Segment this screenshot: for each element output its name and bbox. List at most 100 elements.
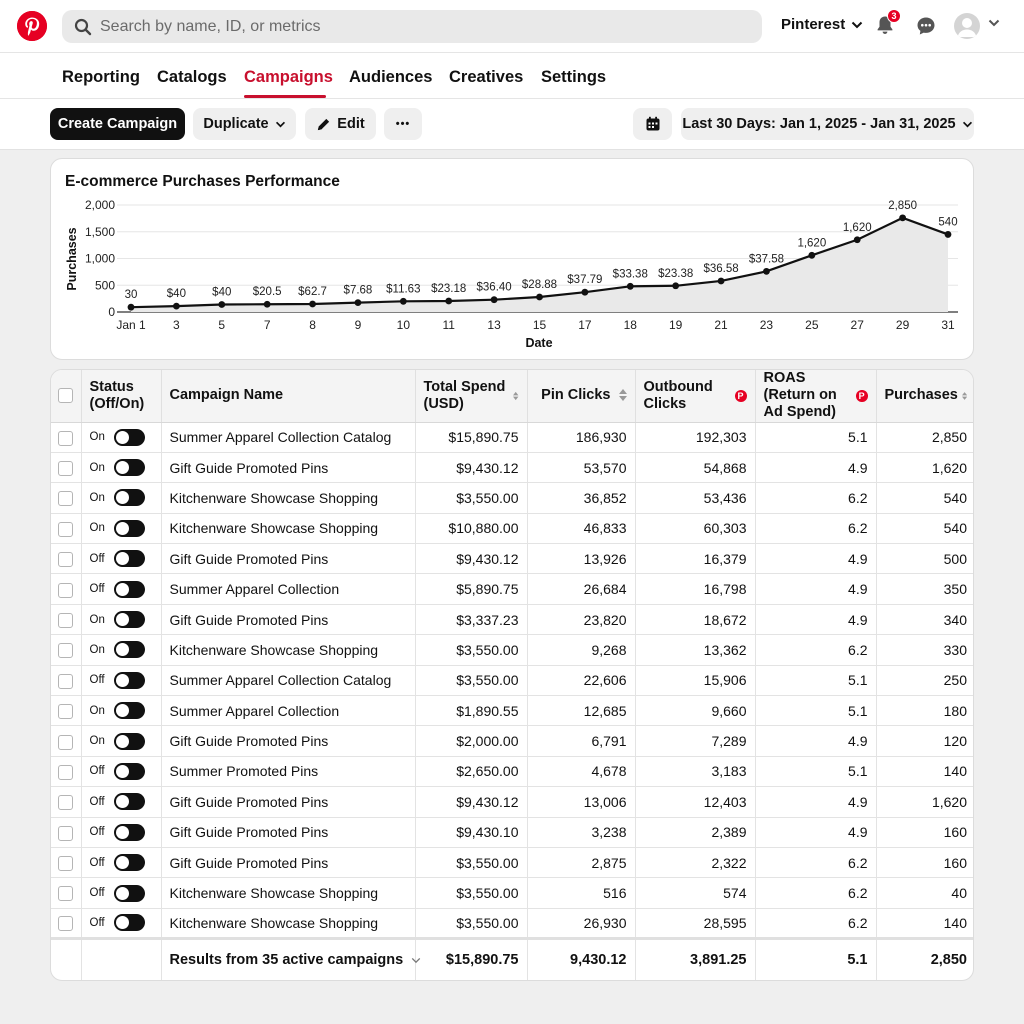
campaign-name[interactable]: Gift Guide Promoted Pins	[161, 725, 416, 757]
campaign-name[interactable]: Kitchenware Showcase Shopping	[161, 634, 416, 666]
table-row[interactable]: On Kitchenware Showcase Shopping $10,880.0…	[51, 513, 973, 545]
campaign-name[interactable]: Kitchenware Showcase Shopping	[161, 513, 416, 545]
table-row[interactable]: Off Kitchenware Showcase Shopping $3,550.0…	[51, 877, 973, 909]
status-toggle[interactable]	[113, 823, 145, 841]
select-all-checkbox[interactable]	[58, 387, 73, 403]
total-spend: $2,650.00	[415, 756, 528, 788]
status-toggle[interactable]	[113, 489, 145, 507]
table-row[interactable]: Off Gift Guide Promoted Pins $3,550.00 2,87…	[51, 847, 973, 879]
status-toggle[interactable]	[113, 884, 145, 902]
row-checkbox[interactable]	[58, 916, 73, 932]
calendar-button[interactable]	[633, 108, 672, 140]
sort-icon[interactable]	[513, 390, 519, 402]
column-header-spend[interactable]: Total Spend (USD)	[415, 370, 528, 423]
status-toggle[interactable]	[113, 914, 145, 932]
chevron-down-icon[interactable]	[988, 19, 1000, 27]
column-header-name[interactable]: Campaign Name	[161, 370, 416, 423]
table-row[interactable]: On Gift Guide Promoted Pins $9,430.12 53,57…	[51, 452, 973, 484]
row-checkbox[interactable]	[58, 643, 73, 659]
row-checkbox[interactable]	[58, 612, 73, 628]
campaign-name[interactable]: Gift Guide Promoted Pins	[161, 604, 416, 636]
footer-label-cell[interactable]: Results from 35 active campaigns	[161, 937, 421, 980]
campaign-name[interactable]: Kitchenware Showcase Shopping	[161, 877, 416, 909]
status-toggle[interactable]	[113, 550, 145, 568]
campaign-name[interactable]: Summer Promoted Pins	[161, 756, 416, 788]
status-toggle[interactable]	[113, 519, 145, 537]
column-header-pin-clicks[interactable]: Pin Clicks	[527, 370, 636, 423]
campaign-name[interactable]: Gift Guide Promoted Pins	[161, 847, 416, 879]
table-row[interactable]: Off Gift Guide Promoted Pins $9,430.10 3,23…	[51, 817, 973, 848]
campaign-name[interactable]: Summer Apparel Collection Catalog	[161, 665, 416, 697]
tab-campaigns[interactable]: Campaigns	[244, 68, 333, 86]
campaign-name[interactable]: Summer Apparel Collection	[161, 573, 416, 605]
campaign-name[interactable]: Gift Guide Promoted Pins	[161, 452, 416, 484]
table-row[interactable]: Off Gift Guide Promoted Pins $9,430.12 13,0…	[51, 786, 973, 818]
row-checkbox[interactable]	[58, 460, 73, 476]
status-toggle[interactable]	[113, 854, 145, 872]
status-toggle[interactable]	[113, 459, 145, 477]
status-toggle[interactable]	[113, 641, 145, 659]
status-toggle[interactable]	[113, 702, 145, 720]
search-input[interactable]	[100, 17, 740, 36]
row-checkbox[interactable]	[58, 430, 73, 446]
table-row[interactable]: Off Summer Apparel Collection Catalog $3,5…	[51, 665, 973, 697]
table-row[interactable]: Off Gift Guide Promoted Pins $9,430.12 13,9…	[51, 543, 973, 575]
row-checkbox[interactable]	[58, 764, 73, 780]
table-row[interactable]: On Kitchenware Showcase Shopping $3,550.00…	[51, 634, 973, 666]
status-toggle[interactable]	[113, 732, 145, 750]
column-header-roas[interactable]: ROAS (Return on Ad Spend) P	[755, 370, 877, 423]
sort-icon[interactable]	[961, 390, 967, 402]
row-checkbox[interactable]	[58, 795, 73, 811]
status-toggle[interactable]	[113, 580, 145, 598]
column-header-outbound[interactable]: Outbound Clicks P	[635, 370, 756, 423]
create-campaign-button[interactable]: Create Campaign	[50, 108, 185, 140]
campaign-name[interactable]: Gift Guide Promoted Pins	[161, 543, 416, 575]
chat-icon[interactable]	[915, 15, 937, 37]
table-row[interactable]: On Gift Guide Promoted Pins $3,337.23 23,82…	[51, 604, 973, 636]
row-checkbox[interactable]	[58, 552, 73, 568]
tab-settings[interactable]: Settings	[541, 68, 607, 86]
column-header-status[interactable]: Status (Off/On)	[81, 370, 162, 423]
status-toggle[interactable]	[113, 671, 145, 689]
campaign-name[interactable]: Kitchenware Showcase Shopping	[161, 482, 416, 514]
table-row[interactable]: On Kitchenware Showcase Shopping $3,550.00…	[51, 482, 973, 514]
tab-reporting[interactable]: Reporting	[62, 68, 140, 86]
table-row[interactable]: Off Summer Promoted Pins $2,650.00 4,678 3,1…	[51, 756, 973, 788]
column-header-purchases[interactable]: Purchases	[876, 370, 973, 423]
sort-icon[interactable]	[618, 389, 627, 402]
campaign-name[interactable]: Summer Apparel Collection	[161, 695, 416, 727]
avatar[interactable]	[954, 13, 980, 39]
search-bar[interactable]	[62, 10, 762, 43]
row-checkbox[interactable]	[58, 673, 73, 689]
tab-audiences[interactable]: Audiences	[349, 68, 433, 86]
row-checkbox[interactable]	[58, 521, 73, 537]
more-options-button[interactable]: •••	[384, 108, 422, 140]
tab-creatives[interactable]: Creatives	[449, 68, 524, 86]
campaign-name[interactable]: Gift Guide Promoted Pins	[161, 786, 416, 818]
row-checkbox[interactable]	[58, 582, 73, 598]
status-toggle[interactable]	[113, 762, 145, 780]
table-row[interactable]: On Gift Guide Promoted Pins $2,000.00 6,791…	[51, 725, 973, 757]
campaign-name[interactable]: Gift Guide Promoted Pins	[161, 817, 416, 848]
status-toggle[interactable]	[113, 611, 145, 629]
status-toggle[interactable]	[113, 428, 145, 446]
table-row[interactable]: On Summer Apparel Collection Catalog $15,8…	[51, 422, 973, 453]
table-row[interactable]: Off Summer Apparel Collection $5,890.75 26,…	[51, 573, 973, 605]
row-checkbox[interactable]	[58, 734, 73, 750]
row-checkbox[interactable]	[58, 886, 73, 902]
row-checkbox[interactable]	[58, 825, 73, 841]
pinterest-logo-icon[interactable]	[17, 11, 47, 41]
account-switcher[interactable]: Pinterest	[781, 16, 863, 33]
duplicate-button[interactable]: Duplicate	[193, 108, 296, 140]
status-toggle[interactable]	[113, 793, 145, 811]
tab-catalogs[interactable]: Catalogs	[157, 68, 227, 86]
date-range-picker[interactable]: Last 30 Days: Jan 1, 2025 - Jan 31, 2025	[681, 108, 974, 140]
table-row[interactable]: Off Kitchenware Showcase Shopping $3,550.0…	[51, 908, 973, 940]
edit-button[interactable]: Edit	[305, 108, 376, 140]
table-row[interactable]: On Summer Apparel Collection $1,890.55 12,6…	[51, 695, 973, 727]
row-checkbox[interactable]	[58, 704, 73, 720]
campaign-name[interactable]: Kitchenware Showcase Shopping	[161, 908, 416, 940]
row-checkbox[interactable]	[58, 856, 73, 872]
campaign-name[interactable]: Summer Apparel Collection Catalog	[161, 422, 416, 453]
row-checkbox[interactable]	[58, 491, 73, 507]
